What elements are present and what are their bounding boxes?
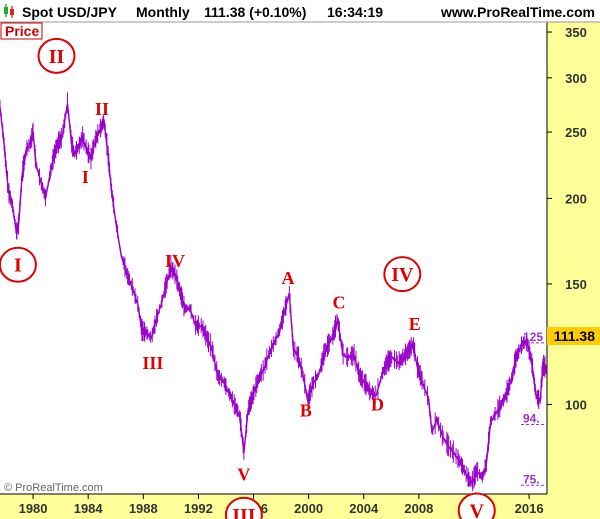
wave-circle [0,246,37,283]
header-symbol: Spot USD/JPY [22,4,118,20]
y-tick-label: 250 [565,125,587,140]
price-line [0,103,548,483]
panel-label: Price [5,23,39,39]
header-bar [0,0,600,22]
wave-label: B [300,400,312,420]
x-tick-label: 2016 [515,501,544,516]
header-time: 16:34:19 [327,4,383,20]
wave-circle [37,37,76,74]
header-quote: 111.38 (+0.10%) [204,4,306,20]
y-tick-label: 300 [565,71,587,86]
wave-label: II [95,99,109,119]
price-axis-background [547,22,600,519]
x-tick-label: 2004 [349,501,379,516]
y-tick-label: 100 [565,397,587,412]
wave-label: IV [165,251,185,271]
wave-label: A [281,268,294,288]
wave-circle [224,496,263,519]
wave-label: III [142,353,163,373]
x-tick-label: 2000 [294,501,323,516]
wave-label: D [371,394,384,414]
level-label: 75. [523,472,540,486]
last-price-value: 111.38 [554,328,595,344]
copyright: © ProRealTime.com [4,482,103,494]
last-price-tag [547,327,600,345]
x-tick-label: 1988 [129,501,158,516]
x-tick-label: 1984 [74,501,104,516]
panel-label-box [0,22,43,40]
time-axis-background [0,494,547,519]
wave-label: E [409,314,421,334]
wave-label: I [82,167,89,187]
level-label: 94. [523,411,540,425]
wave-label-circled: II [49,46,65,68]
price-axis-ticks: 100 150 200 250 300 350 [547,25,587,412]
wave-label-circled: I [14,255,22,277]
header-period: Monthly [136,4,190,20]
candle-icon [4,4,14,18]
x-tick-label: 1992 [184,501,213,516]
wave-label: C [332,292,345,312]
wave-circle [457,492,496,519]
price-series [0,92,548,491]
y-tick-label: 150 [565,277,587,292]
wave-label: V [237,465,250,485]
wave-label-circled: III [232,505,256,519]
wave-label-circled: V [470,501,485,519]
header-site: www.ProRealTime.com [440,4,595,20]
wave-circle [383,256,422,293]
y-tick-label: 350 [565,25,587,40]
y-tick-label: 200 [565,191,587,206]
x-tick-label: 1980 [19,501,48,516]
x-tick-label: 2008 [404,501,433,516]
wave-label-circled: IV [391,264,414,286]
